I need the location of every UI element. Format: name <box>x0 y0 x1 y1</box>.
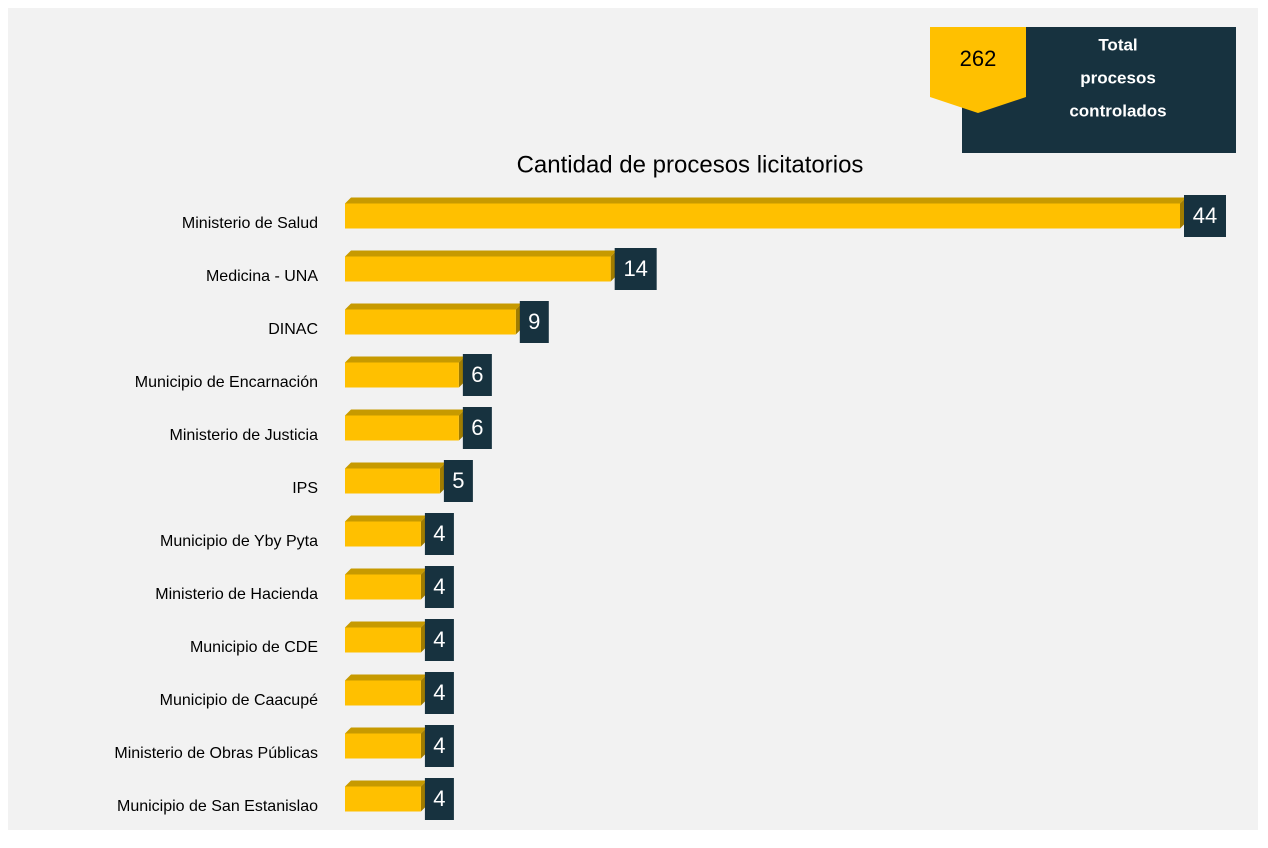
value-label-box <box>424 619 454 661</box>
y-tick-label: Municipio de Yby Pyta <box>160 533 318 550</box>
badge-tag <box>930 27 1026 113</box>
value-label: 4 <box>433 521 445 546</box>
bar-top <box>345 250 617 257</box>
value-label-box <box>424 566 454 608</box>
bar <box>345 574 421 600</box>
badge-label: Total <box>1098 35 1137 54</box>
bar-top <box>345 356 465 363</box>
bar-top <box>345 409 465 416</box>
value-label: 14 <box>623 256 647 281</box>
y-tick-label: Medicina - UNA <box>206 268 318 285</box>
bar <box>345 309 516 335</box>
bar <box>345 786 421 812</box>
bar-top <box>345 568 427 575</box>
bar <box>345 362 459 388</box>
value-label: 9 <box>528 309 540 334</box>
bar <box>345 415 459 441</box>
value-label-box <box>614 248 657 290</box>
value-label-box <box>443 460 473 502</box>
value-label: 44 <box>1193 203 1217 228</box>
value-label-box <box>424 725 454 767</box>
bar-top <box>345 197 1186 204</box>
bar <box>345 468 440 494</box>
value-label-box <box>519 301 549 343</box>
bar <box>345 203 1180 229</box>
bar-top <box>345 621 427 628</box>
value-label: 4 <box>433 786 445 811</box>
y-tick-label: IPS <box>292 480 318 497</box>
value-label: 4 <box>433 733 445 758</box>
bar-top <box>345 515 427 522</box>
bar <box>345 256 611 282</box>
bar <box>345 627 421 653</box>
value-label: 4 <box>433 574 445 599</box>
badge-label: procesos <box>1080 68 1156 87</box>
value-label-box <box>424 513 454 555</box>
value-label: 4 <box>433 627 445 652</box>
bar-top <box>345 727 427 734</box>
chart-title: Cantidad de procesos licitatorios <box>517 151 864 178</box>
badge-value: 262 <box>960 46 997 71</box>
bar-top <box>345 780 427 787</box>
bar-top <box>345 674 427 681</box>
bar-top <box>345 303 522 310</box>
value-label-box <box>1184 195 1226 237</box>
y-tick-label: Municipio de Encarnación <box>135 374 318 391</box>
y-tick-label: Ministerio de Salud <box>182 215 318 232</box>
value-label: 4 <box>433 680 445 705</box>
y-tick-label: Ministerio de Hacienda <box>155 586 318 603</box>
bar <box>345 680 421 706</box>
y-tick-label: Ministerio de Obras Públicas <box>114 745 318 762</box>
y-tick-label: DINAC <box>268 321 318 338</box>
value-label: 6 <box>471 415 483 440</box>
bar-top <box>345 462 446 469</box>
value-label: 5 <box>452 468 464 493</box>
y-tick-label: Municipio de Caacupé <box>160 692 318 709</box>
y-tick-label: Municipio de San Estanislao <box>117 798 318 815</box>
bar <box>345 733 421 759</box>
badge-label: controlados <box>1069 101 1166 120</box>
value-label-box <box>462 407 492 449</box>
y-tick-label: Ministerio de Justicia <box>170 427 319 444</box>
value-label-box <box>424 672 454 714</box>
value-label-box <box>462 354 492 396</box>
y-tick-label: Municipio de CDE <box>190 639 318 656</box>
value-label: 6 <box>471 362 483 387</box>
value-label-box <box>424 778 454 820</box>
bar <box>345 521 421 547</box>
